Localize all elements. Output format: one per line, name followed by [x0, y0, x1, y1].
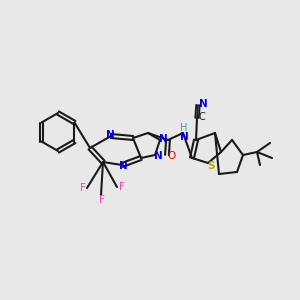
Text: H: H — [180, 123, 188, 133]
Text: N: N — [159, 134, 167, 144]
Text: F: F — [119, 182, 125, 192]
Text: F: F — [99, 195, 105, 205]
Text: N: N — [180, 132, 188, 142]
Text: O: O — [167, 151, 175, 161]
Text: N: N — [118, 161, 127, 171]
Text: S: S — [207, 161, 215, 171]
Text: N: N — [199, 99, 207, 109]
Text: F: F — [80, 183, 86, 193]
Text: N: N — [106, 130, 114, 140]
Text: C: C — [199, 112, 206, 122]
Text: N: N — [154, 151, 162, 161]
